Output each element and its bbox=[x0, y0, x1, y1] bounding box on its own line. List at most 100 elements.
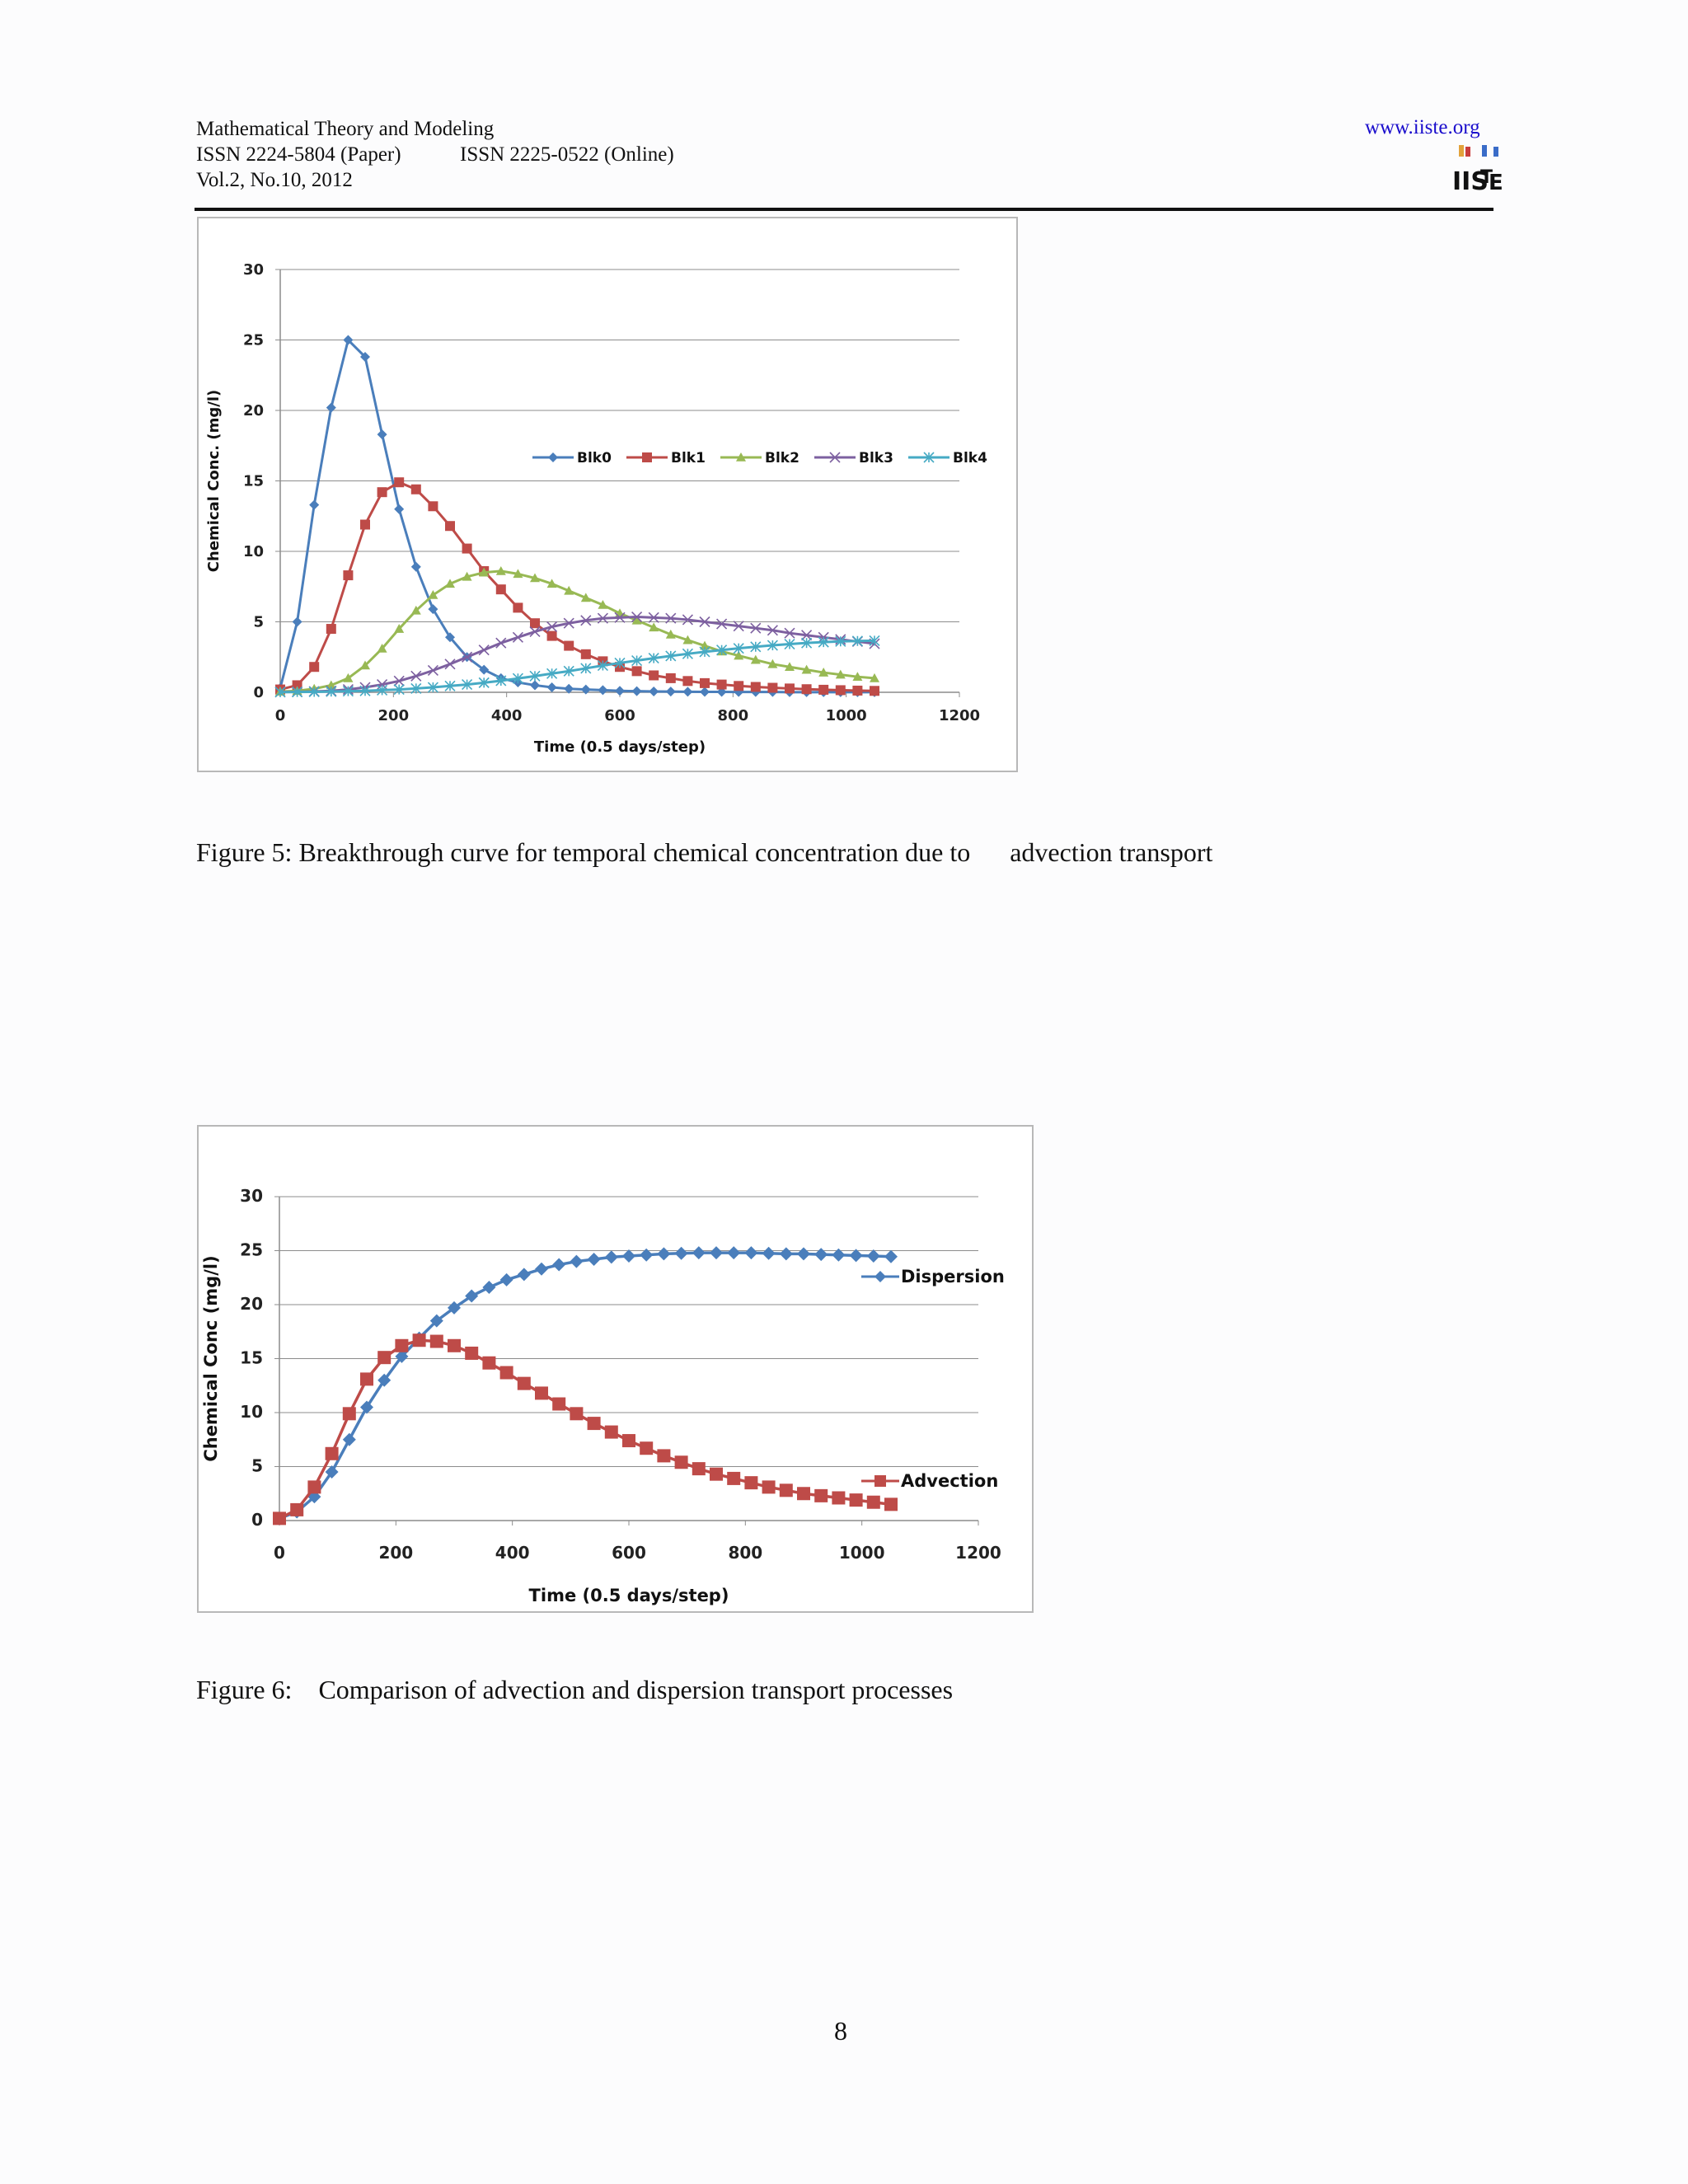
legend-label: Dispersion bbox=[901, 1267, 1005, 1286]
legend-item-blk4: Blk4 bbox=[908, 450, 987, 466]
x-tick-label: 600 bbox=[612, 1543, 646, 1563]
data-point bbox=[801, 684, 812, 695]
legend-marker bbox=[548, 452, 558, 462]
data-point bbox=[631, 615, 642, 625]
data-point bbox=[835, 669, 846, 679]
data-point bbox=[564, 640, 574, 651]
x-tick-label: 1000 bbox=[826, 707, 867, 724]
data-point bbox=[849, 1493, 863, 1507]
data-point bbox=[410, 670, 422, 682]
data-point bbox=[517, 1268, 531, 1282]
y-tick-label: 20 bbox=[240, 1294, 263, 1314]
data-point bbox=[649, 622, 659, 632]
data-point bbox=[410, 561, 421, 572]
data-point bbox=[692, 1462, 706, 1476]
data-point bbox=[360, 660, 370, 670]
data-point bbox=[767, 625, 778, 636]
data-point bbox=[734, 681, 744, 691]
data-point bbox=[580, 684, 591, 695]
data-point bbox=[682, 676, 693, 687]
data-point bbox=[716, 679, 727, 690]
x-tick-label: 600 bbox=[604, 707, 635, 724]
data-point bbox=[570, 1254, 584, 1268]
x-tick-label: 800 bbox=[718, 707, 749, 724]
data-point bbox=[818, 684, 829, 695]
data-point bbox=[429, 1314, 443, 1328]
data-point bbox=[495, 565, 506, 575]
legend-label: Blk0 bbox=[577, 450, 612, 466]
data-point bbox=[564, 683, 574, 694]
data-point bbox=[377, 684, 388, 696]
data-point bbox=[657, 1449, 671, 1463]
data-point bbox=[482, 1281, 496, 1295]
legend-label: Advection bbox=[901, 1471, 998, 1491]
data-point bbox=[614, 612, 626, 623]
data-point bbox=[665, 629, 676, 639]
data-point bbox=[870, 686, 879, 696]
data-point bbox=[444, 680, 456, 691]
data-point bbox=[682, 648, 693, 659]
journal-header: Mathematical Theory and Modeling ISSN 22… bbox=[196, 116, 674, 193]
legend-item-blk3: Blk3 bbox=[814, 450, 893, 466]
website-link[interactable]: www.iiste.org bbox=[1365, 116, 1480, 138]
data-point bbox=[699, 616, 710, 628]
data-point bbox=[801, 630, 813, 641]
data-point bbox=[797, 1247, 810, 1261]
data-point bbox=[428, 590, 438, 599]
data-point bbox=[733, 643, 744, 654]
journal-title: Mathematical Theory and Modeling bbox=[196, 118, 495, 140]
y-tick-label: 10 bbox=[240, 1402, 263, 1422]
y-axis-label: Chemical Conc. (mg/l) bbox=[205, 390, 223, 572]
series-blk2 bbox=[275, 565, 879, 696]
data-point bbox=[598, 599, 608, 609]
y-tick-label: 0 bbox=[253, 684, 264, 701]
header-rule bbox=[195, 208, 1493, 211]
issn-row: ISSN 2224-5804 (Paper) ISSN 2225-0522 (On… bbox=[196, 142, 674, 167]
data-point bbox=[377, 429, 387, 440]
data-point bbox=[292, 616, 302, 627]
figure6-plot: 0 5 10 15 20 25 30 0 200 400 600 800 1000 1200 Time (0… bbox=[201, 1186, 1005, 1605]
legend-marker bbox=[736, 452, 746, 462]
svg-text:E: E bbox=[1489, 171, 1503, 191]
data-point bbox=[308, 686, 320, 698]
gridlines bbox=[280, 269, 959, 622]
y-tick-label: 0 bbox=[251, 1510, 263, 1530]
x-tick-label: 400 bbox=[491, 707, 523, 724]
y-tick-label: 30 bbox=[240, 1186, 263, 1206]
data-point bbox=[597, 612, 608, 624]
data-point bbox=[429, 1334, 443, 1348]
legend-item-blk1: Blk1 bbox=[626, 450, 706, 466]
data-point bbox=[309, 662, 320, 673]
legend-item-advection: Advection bbox=[861, 1471, 998, 1491]
legend-marker bbox=[874, 1475, 886, 1487]
y-tick-label: 25 bbox=[240, 1240, 263, 1260]
data-point bbox=[640, 1441, 654, 1455]
data-point bbox=[785, 662, 795, 672]
legend-label: Blk1 bbox=[671, 450, 706, 466]
figure5-plot: 0 5 10 15 20 25 30 0 200 400 600 800 1000 1200 Time (0… bbox=[205, 261, 987, 756]
data-point bbox=[427, 664, 438, 677]
data-point bbox=[377, 679, 388, 691]
y-axis-label: Chemical Conc (mg/l) bbox=[201, 1255, 221, 1461]
data-point bbox=[674, 1455, 688, 1469]
data-point bbox=[851, 635, 863, 647]
data-point bbox=[325, 1465, 339, 1479]
x-tick-label: 200 bbox=[378, 1543, 413, 1563]
data-point bbox=[767, 682, 778, 693]
data-point bbox=[499, 1272, 513, 1286]
data-point bbox=[495, 675, 507, 687]
volume-info: Vol.2, No.10, 2012 bbox=[196, 169, 353, 191]
issn-online: ISSN 2225-0522 (Online) bbox=[460, 143, 674, 166]
data-point bbox=[622, 1434, 635, 1448]
iiste-logo: IIS E T bbox=[1452, 145, 1503, 191]
y-tick-label: 30 bbox=[243, 261, 264, 279]
x-tick-label: 1200 bbox=[955, 1543, 1001, 1563]
data-point bbox=[818, 636, 829, 648]
data-point bbox=[852, 672, 863, 681]
data-point bbox=[818, 668, 829, 677]
data-point bbox=[360, 519, 370, 530]
y-tick-label: 20 bbox=[243, 402, 264, 419]
data-point bbox=[597, 659, 608, 672]
data-point bbox=[797, 1487, 810, 1501]
data-point bbox=[517, 1376, 531, 1390]
